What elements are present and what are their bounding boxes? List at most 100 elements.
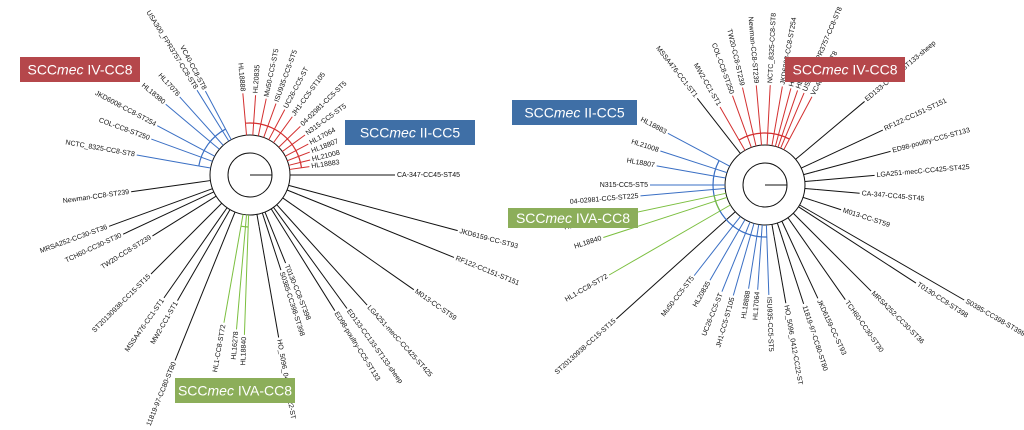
clade-arc [240,225,249,228]
branch [286,189,299,195]
branch [209,141,220,150]
branch [784,92,805,138]
branch [766,133,769,146]
branch [787,217,796,228]
branch [225,128,232,140]
branch [202,191,214,198]
branch [298,194,455,258]
branch [816,189,860,194]
clade-box [512,100,637,125]
clade-box-label: SCCmec II-CC5 [524,104,625,120]
branch [771,133,775,146]
leaf-label: M013-CC-ST59 [413,288,457,322]
branch [277,218,336,311]
branch [792,212,803,223]
leaf-label: HL1-CC8-ST72 [212,324,227,373]
branch [794,227,846,300]
branch [205,195,217,203]
branch [300,187,458,232]
branch [252,123,255,136]
branch [258,226,280,338]
branch [640,189,714,197]
box-italic: mec [554,104,580,120]
clade-box [785,57,905,82]
branch [280,216,348,309]
branch [261,212,267,225]
branch [773,236,787,304]
branch [801,221,872,292]
box-suffix: II-CC5 [580,104,625,120]
branch [745,221,751,234]
branch [223,226,242,323]
clade-box-label: SCCmec IVA-CC8 [178,382,292,398]
leaf-label: HL18888 [236,63,245,92]
branch [136,154,199,167]
leaf-label: S0385-CC398-ST398 [964,298,1024,338]
clade-box-label: SCCmec II-CC5 [360,124,461,140]
branch [263,125,269,138]
branch [773,86,783,134]
branch [718,160,730,167]
branch [291,134,306,145]
leaf-label: LGA251-mecC-CC425-ST425 [876,164,970,179]
branch [759,133,763,146]
branch [200,156,213,162]
branch [816,174,875,181]
branch [777,135,783,148]
branch [801,162,813,169]
box-prefix: SCC [178,382,208,398]
branch [242,93,246,124]
leaf-label: MRSA252-CC30-ST36 [870,290,925,345]
branch [726,211,736,221]
branch [808,212,917,284]
branch [756,224,760,237]
branch [150,211,214,275]
branch [767,85,771,134]
branch [267,103,277,127]
branch [244,214,248,227]
branch [738,139,746,151]
branch [715,168,728,174]
branch [750,223,755,236]
leaf-label: ED98-poultry-CC5-ST133 [892,127,971,155]
clade-box [175,378,295,403]
branch [804,101,865,152]
branch [714,192,726,197]
leaf-label: Newman-CC8-ST239 [746,16,759,83]
clade-arc [245,122,303,168]
leaf-label: HL1-CC8-ST72 [564,273,609,303]
branch [131,181,199,193]
branch [732,143,741,154]
box-italic: mec [389,124,415,140]
branch [667,132,720,162]
branch [760,224,763,237]
branch [157,125,205,152]
leaf-label: N315-CC5-ST5 [600,182,648,189]
branch [798,206,809,214]
branch [273,132,281,143]
branch [300,159,311,163]
branch [264,211,270,224]
box-prefix: SCC [360,124,390,140]
leaf-label: TCH60-CC30-ST30 [843,300,884,354]
clade-box [20,57,140,82]
leaf-label: NCTC_8325-CC8-ST8 [767,13,778,84]
branch [270,208,278,220]
box-suffix: IV-CC8 [84,61,133,77]
branch [732,216,741,227]
branch [719,204,731,212]
branch [799,204,811,212]
leaf-label: CA-347-CC45-ST45 [397,172,460,179]
branch [693,225,734,276]
box-italic: mec [546,210,572,226]
box-suffix: IVA-CC8 [572,210,630,226]
leaf-label: HL21008 [630,139,659,154]
tree: VC40-CC8-ST8USA300_FPR3757-CC8-ST8HL1707… [20,10,520,427]
clade-arc [738,132,790,141]
branch [755,85,761,134]
leaf-label: HL20835 [692,280,712,308]
leaf-label: MRSA252-CC30-ST36 [39,224,108,255]
box-italic: mec [57,61,83,77]
branch [783,138,790,150]
leaf-label: JKD6159-CC-ST93 [459,228,519,250]
